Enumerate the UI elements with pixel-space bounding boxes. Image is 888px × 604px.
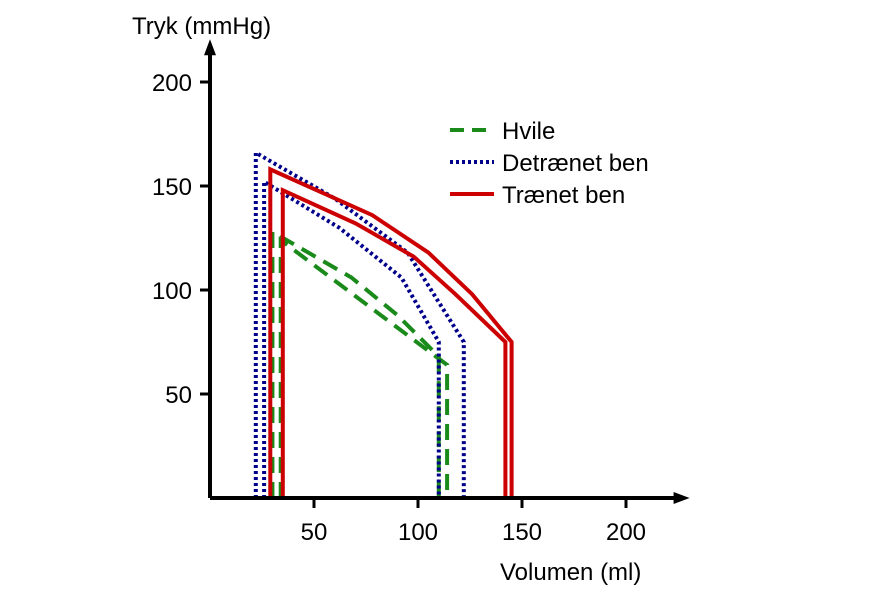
series-layer <box>253 149 514 498</box>
legend-label-1: Detrænet ben <box>502 150 649 177</box>
legend: Hvile Detrænet ben Trænet ben <box>450 118 649 209</box>
x-tick-label-50: 50 <box>301 519 328 546</box>
series-line-2-loop-1 <box>280 187 508 498</box>
series-line-0-loop-0 <box>270 228 441 498</box>
y-tick-label-50: 50 <box>165 382 192 409</box>
x-axis-label: Volumen (ml) <box>500 559 641 586</box>
y-tick-label-150: 150 <box>152 174 192 201</box>
axes-layer: 50 100 150 200 50 100 150 200 <box>152 39 690 546</box>
y-axis-label: Tryk (mmHg) <box>132 13 271 40</box>
x-tick-label-200: 200 <box>606 519 646 546</box>
series-line-1-loop-0 <box>253 149 466 498</box>
series-line-0-loop-1 <box>278 236 450 498</box>
series-line-1-loop-1 <box>262 178 441 498</box>
x-tick-label-100: 100 <box>398 519 438 546</box>
x-tick-label-150: 150 <box>502 519 542 546</box>
series-line-2-loop-0 <box>268 166 514 498</box>
y-tick-label-200: 200 <box>152 70 192 97</box>
y-axis-arrow <box>204 39 216 56</box>
legend-label-2: Trænet ben <box>502 182 625 209</box>
x-axis-arrow <box>673 492 690 504</box>
y-tick-label-100: 100 <box>152 278 192 305</box>
legend-label-0: Hvile <box>502 118 555 145</box>
